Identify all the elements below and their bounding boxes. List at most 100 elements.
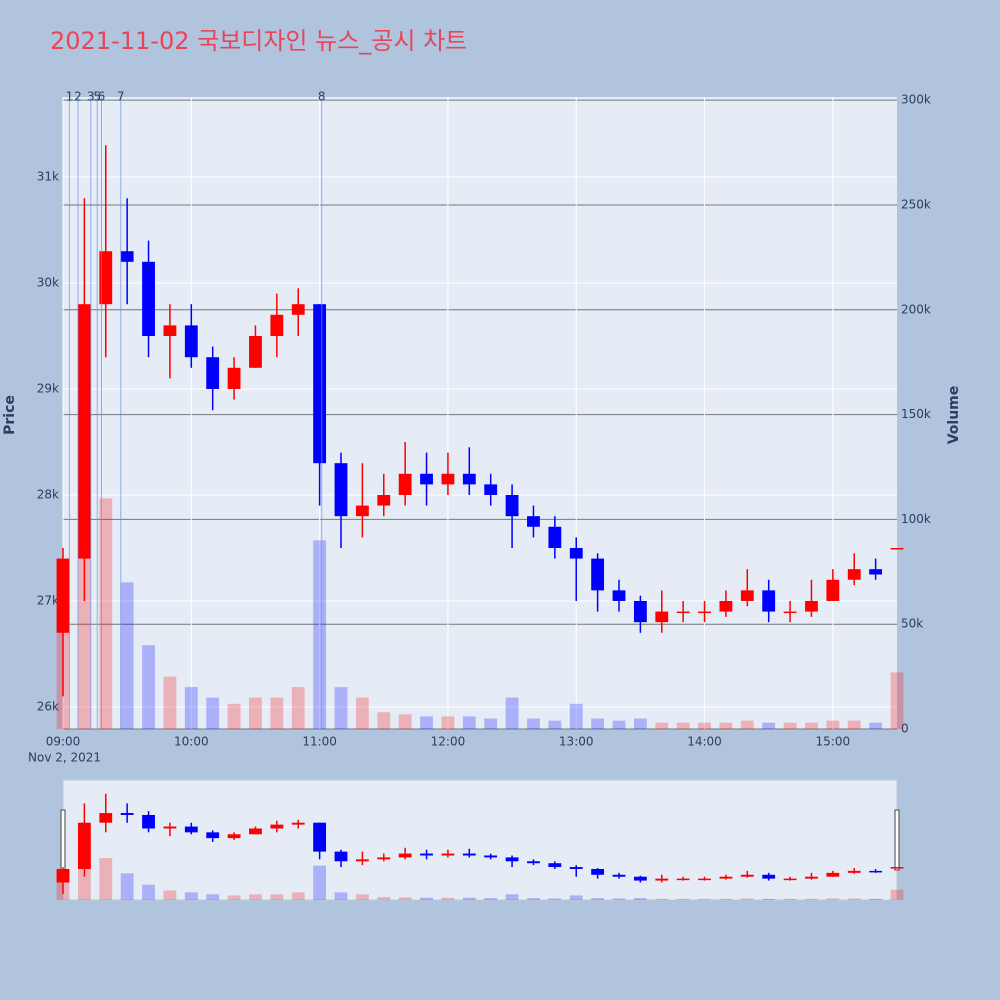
candle-body <box>527 516 540 527</box>
candle-body <box>249 828 262 835</box>
volume-bar <box>462 716 476 729</box>
volume-bar <box>762 722 776 729</box>
volume-bar <box>719 722 733 729</box>
x-tick-label: 13:00 <box>559 735 594 749</box>
volume-bar <box>869 722 883 729</box>
y2-axis-title: Volume <box>946 386 962 445</box>
volume-bar <box>847 898 861 900</box>
volume-bar <box>441 897 455 900</box>
volume-bar <box>398 714 412 729</box>
candle-body <box>676 611 690 614</box>
volume-bar <box>783 898 797 900</box>
candle-body <box>313 822 327 852</box>
candle-body <box>99 251 113 305</box>
candle-body <box>441 853 455 856</box>
candle-body <box>420 853 433 856</box>
candle-body <box>184 826 198 833</box>
volume-bar <box>420 716 433 729</box>
candle-body <box>719 876 733 879</box>
x-tick-label: 11:00 <box>302 735 337 749</box>
volume-bar <box>270 894 284 900</box>
candle-body <box>805 600 818 612</box>
volume-bar <box>420 897 433 900</box>
candle-body <box>762 590 776 612</box>
candle-body <box>355 505 369 517</box>
volume-bar <box>99 498 113 729</box>
volume-bar <box>334 892 348 900</box>
volume-bar <box>484 898 498 900</box>
candle-body <box>249 336 262 368</box>
candle-body <box>484 855 498 858</box>
candle-body <box>334 851 348 862</box>
volume-bar <box>484 718 498 729</box>
candle-body <box>569 547 583 559</box>
candle-body <box>270 824 284 829</box>
candle-body <box>890 547 904 550</box>
volume-bar <box>462 897 476 900</box>
volume-bar <box>505 697 519 729</box>
y-tick-label: 27k <box>37 593 59 607</box>
volume-bar <box>805 898 818 900</box>
y-tick-label: 31k <box>37 170 59 184</box>
candle-body <box>612 590 626 601</box>
candle-body <box>826 579 840 601</box>
candle-body <box>206 832 220 839</box>
volume-bar <box>676 898 690 900</box>
candle-body <box>484 484 498 495</box>
candle-body <box>77 822 91 869</box>
candle-body <box>334 463 348 517</box>
volume-bar <box>548 898 562 900</box>
x-tick-label: 12:00 <box>431 735 466 749</box>
y2-tick-label: 200k <box>901 302 931 316</box>
candle-body <box>120 251 134 262</box>
volume-bar <box>249 894 262 900</box>
volume-bar <box>227 895 241 900</box>
volume-bar <box>377 712 391 729</box>
candle-body <box>227 367 241 389</box>
news-label: 2 <box>74 90 82 104</box>
range-handle[interactable] <box>894 809 900 871</box>
candle-body <box>633 600 647 623</box>
volume-bar <box>847 720 861 729</box>
volume-bar <box>591 718 605 729</box>
candle-body <box>77 304 91 559</box>
y2-tick-label: 250k <box>901 197 931 211</box>
candle-body <box>612 874 626 877</box>
candle-body <box>869 870 883 873</box>
candle-body <box>569 867 583 869</box>
candle-body <box>762 874 776 879</box>
volume-bar <box>99 858 113 900</box>
candle-body <box>142 814 155 829</box>
volume-bar <box>633 898 647 900</box>
volume-bar <box>206 697 220 729</box>
range-slider[interactable] <box>62 779 898 901</box>
candle-body <box>505 494 519 517</box>
volume-bar <box>120 873 134 900</box>
candle-body <box>291 304 305 315</box>
news-label: 6 <box>98 90 106 104</box>
volume-bar <box>184 892 198 900</box>
y-tick-label: 28k <box>37 487 59 501</box>
y2-tick-label: 150k <box>901 407 931 421</box>
candle-body <box>142 261 155 337</box>
volume-bar <box>612 720 626 729</box>
y2-tick-label: 300k <box>901 93 931 107</box>
chart-title: 2021-11-02 국보디자인 뉴스_공시 차트 <box>50 27 467 55</box>
volume-bar <box>163 676 177 729</box>
candle-body <box>826 872 840 877</box>
candle-body <box>313 304 327 464</box>
candle-body <box>505 857 519 862</box>
candle-body <box>120 813 134 815</box>
candle-body <box>527 861 540 864</box>
volume-bar <box>890 889 904 900</box>
volume-bar <box>505 894 519 900</box>
volume-bar <box>548 720 562 729</box>
candle-body <box>783 611 797 614</box>
candle-body <box>377 494 391 506</box>
volume-bar <box>120 582 134 729</box>
volume-bar <box>334 687 348 729</box>
candle-body <box>184 325 198 358</box>
volume-bar <box>569 703 583 729</box>
y2-tick-label: 50k <box>901 617 923 631</box>
range-handle[interactable] <box>60 809 66 871</box>
